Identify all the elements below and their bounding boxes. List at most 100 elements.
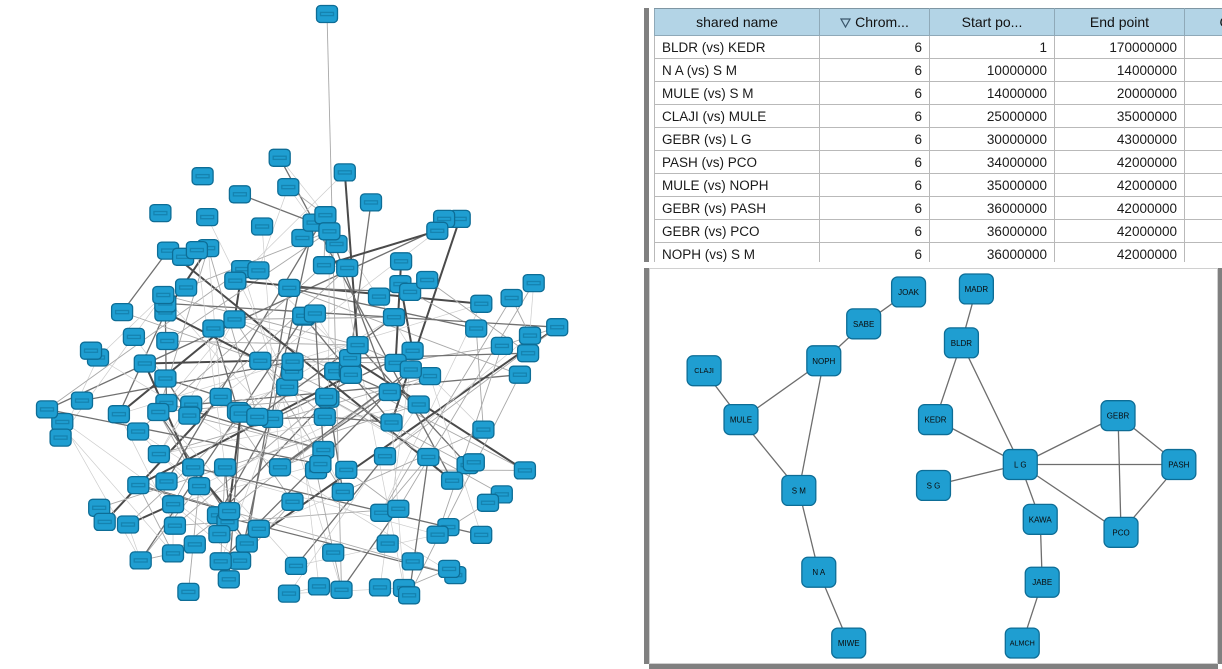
network-edge[interactable] — [475, 328, 484, 430]
cell-genetic[interactable]: 9.9 — [1184, 242, 1222, 262]
network-node[interactable] — [268, 148, 291, 167]
cell-start[interactable]: 1 — [929, 35, 1055, 59]
network-edge[interactable] — [349, 357, 526, 472]
network-node[interactable] — [281, 352, 304, 371]
cell-chrom[interactable]: 6 — [819, 58, 930, 82]
cell-shared_name[interactable]: MULE (vs) NOPH — [654, 173, 820, 197]
network-node[interactable] — [93, 512, 116, 532]
cell-genetic[interactable]: 8.4 — [1184, 219, 1222, 243]
network-node[interactable] — [315, 4, 339, 24]
network-node[interactable] — [401, 341, 424, 360]
network-node[interactable] — [154, 369, 177, 388]
network-edge[interactable] — [342, 429, 484, 493]
network-node[interactable] — [202, 319, 225, 338]
cell-genetic[interactable]: 10.5 — [1184, 173, 1222, 197]
network-edge[interactable] — [167, 340, 358, 346]
network-node[interactable] — [217, 570, 240, 589]
cell-start[interactable]: 36000000 — [929, 242, 1055, 262]
subnetwork-node[interactable]: KEDR — [917, 404, 954, 436]
network-node[interactable] — [155, 472, 178, 491]
cell-end[interactable]: 35000000 — [1054, 104, 1185, 128]
network-node[interactable] — [116, 515, 140, 534]
network-edge[interactable] — [314, 313, 325, 451]
network-node[interactable] — [508, 365, 532, 384]
network-edge[interactable] — [380, 303, 482, 513]
network-edge[interactable] — [46, 409, 220, 535]
network-node[interactable] — [277, 584, 301, 603]
network-edge[interactable] — [241, 268, 342, 590]
network-node[interactable] — [191, 167, 214, 186]
network-edge[interactable] — [196, 250, 226, 468]
network-node[interactable] — [161, 495, 185, 514]
network-node[interactable] — [156, 331, 179, 351]
subnetwork-node[interactable]: ALMCH — [1004, 627, 1040, 659]
network-node[interactable] — [247, 519, 270, 538]
cell-chrom[interactable]: 6 — [819, 127, 930, 151]
network-edge[interactable] — [127, 371, 293, 525]
subnetwork-node[interactable]: S M — [781, 474, 817, 507]
subnetwork-node[interactable]: JOAK — [890, 276, 927, 308]
network-edge[interactable] — [61, 421, 142, 561]
network-edge[interactable] — [328, 231, 391, 393]
network-edge[interactable] — [409, 291, 477, 329]
network-node[interactable] — [133, 354, 156, 373]
node-shape[interactable] — [1103, 516, 1139, 548]
network-node[interactable] — [122, 327, 146, 347]
network-node[interactable] — [228, 185, 252, 204]
network-node[interactable] — [407, 395, 430, 414]
network-node[interactable] — [318, 222, 341, 241]
node-shape[interactable] — [1002, 448, 1038, 481]
network-node[interactable] — [152, 285, 175, 305]
network-node[interactable] — [335, 460, 358, 480]
network-node[interactable] — [174, 278, 198, 297]
node-shape[interactable] — [1161, 448, 1197, 481]
network-node[interactable] — [35, 400, 59, 419]
network-node[interactable] — [281, 492, 304, 511]
network-node[interactable] — [426, 221, 449, 240]
table-row[interactable]: GEBR (vs) L G6300000004300000016.9 — [654, 127, 1222, 151]
cell-shared_name[interactable]: BLDR (vs) KEDR — [654, 35, 820, 59]
node-shape[interactable] — [831, 627, 867, 659]
node-shape[interactable] — [1100, 400, 1136, 432]
network-edge[interactable] — [217, 398, 329, 516]
cell-start[interactable]: 34000000 — [929, 150, 1055, 174]
network-node[interactable] — [437, 559, 461, 579]
network-edge[interactable] — [429, 375, 482, 536]
network-node[interactable] — [470, 525, 493, 545]
column-header-end[interactable]: End point — [1054, 8, 1185, 36]
subnetwork-node[interactable]: MIWE — [831, 627, 867, 659]
subnetwork-canvas[interactable]: CLAJI MULE NOPH SABE JOAK S M N A MIWE MADR BLDR K… — [650, 269, 1217, 663]
network-node[interactable] — [376, 534, 399, 553]
cell-start[interactable]: 30000000 — [929, 127, 1055, 151]
network-node[interactable] — [127, 475, 150, 495]
network-edge[interactable] — [189, 415, 324, 451]
cell-shared_name[interactable]: CLAJI (vs) MULE — [654, 104, 820, 128]
network-node[interactable] — [224, 271, 247, 290]
main-network-view[interactable] — [0, 0, 640, 669]
network-edge[interactable] — [258, 186, 289, 271]
network-edge[interactable] — [279, 157, 326, 216]
table-row[interactable]: MULE (vs) NOPH6350000004200000010.5 — [654, 173, 1222, 197]
subnetwork-node[interactable]: NOPH — [806, 345, 842, 377]
network-node[interactable] — [49, 428, 72, 447]
subnetwork-node[interactable]: MULE — [723, 404, 759, 436]
network-node[interactable] — [398, 282, 422, 302]
cell-chrom[interactable]: 6 — [819, 219, 930, 243]
network-edge[interactable] — [167, 249, 453, 482]
network-node[interactable] — [330, 580, 353, 599]
cell-start[interactable]: 36000000 — [929, 219, 1055, 243]
cell-shared_name[interactable]: GEBR (vs) L G — [654, 127, 820, 151]
network-edge[interactable] — [289, 287, 477, 330]
node-shape[interactable] — [943, 327, 980, 359]
network-node[interactable] — [359, 193, 383, 212]
subnetwork-nodes-group[interactable]: CLAJI MULE NOPH SABE JOAK S M N A MIWE MADR BLDR K… — [686, 273, 1197, 659]
cell-shared_name[interactable]: GEBR (vs) PASH — [654, 196, 820, 220]
node-shape[interactable] — [723, 404, 759, 436]
network-node[interactable] — [472, 420, 495, 439]
network-edge[interactable] — [163, 294, 358, 346]
cell-chrom[interactable]: 6 — [819, 173, 930, 197]
cell-chrom[interactable]: 6 — [819, 81, 930, 105]
subnetwork-edge[interactable] — [1117, 415, 1122, 533]
network-node[interactable] — [417, 447, 440, 467]
network-node[interactable] — [490, 336, 514, 356]
